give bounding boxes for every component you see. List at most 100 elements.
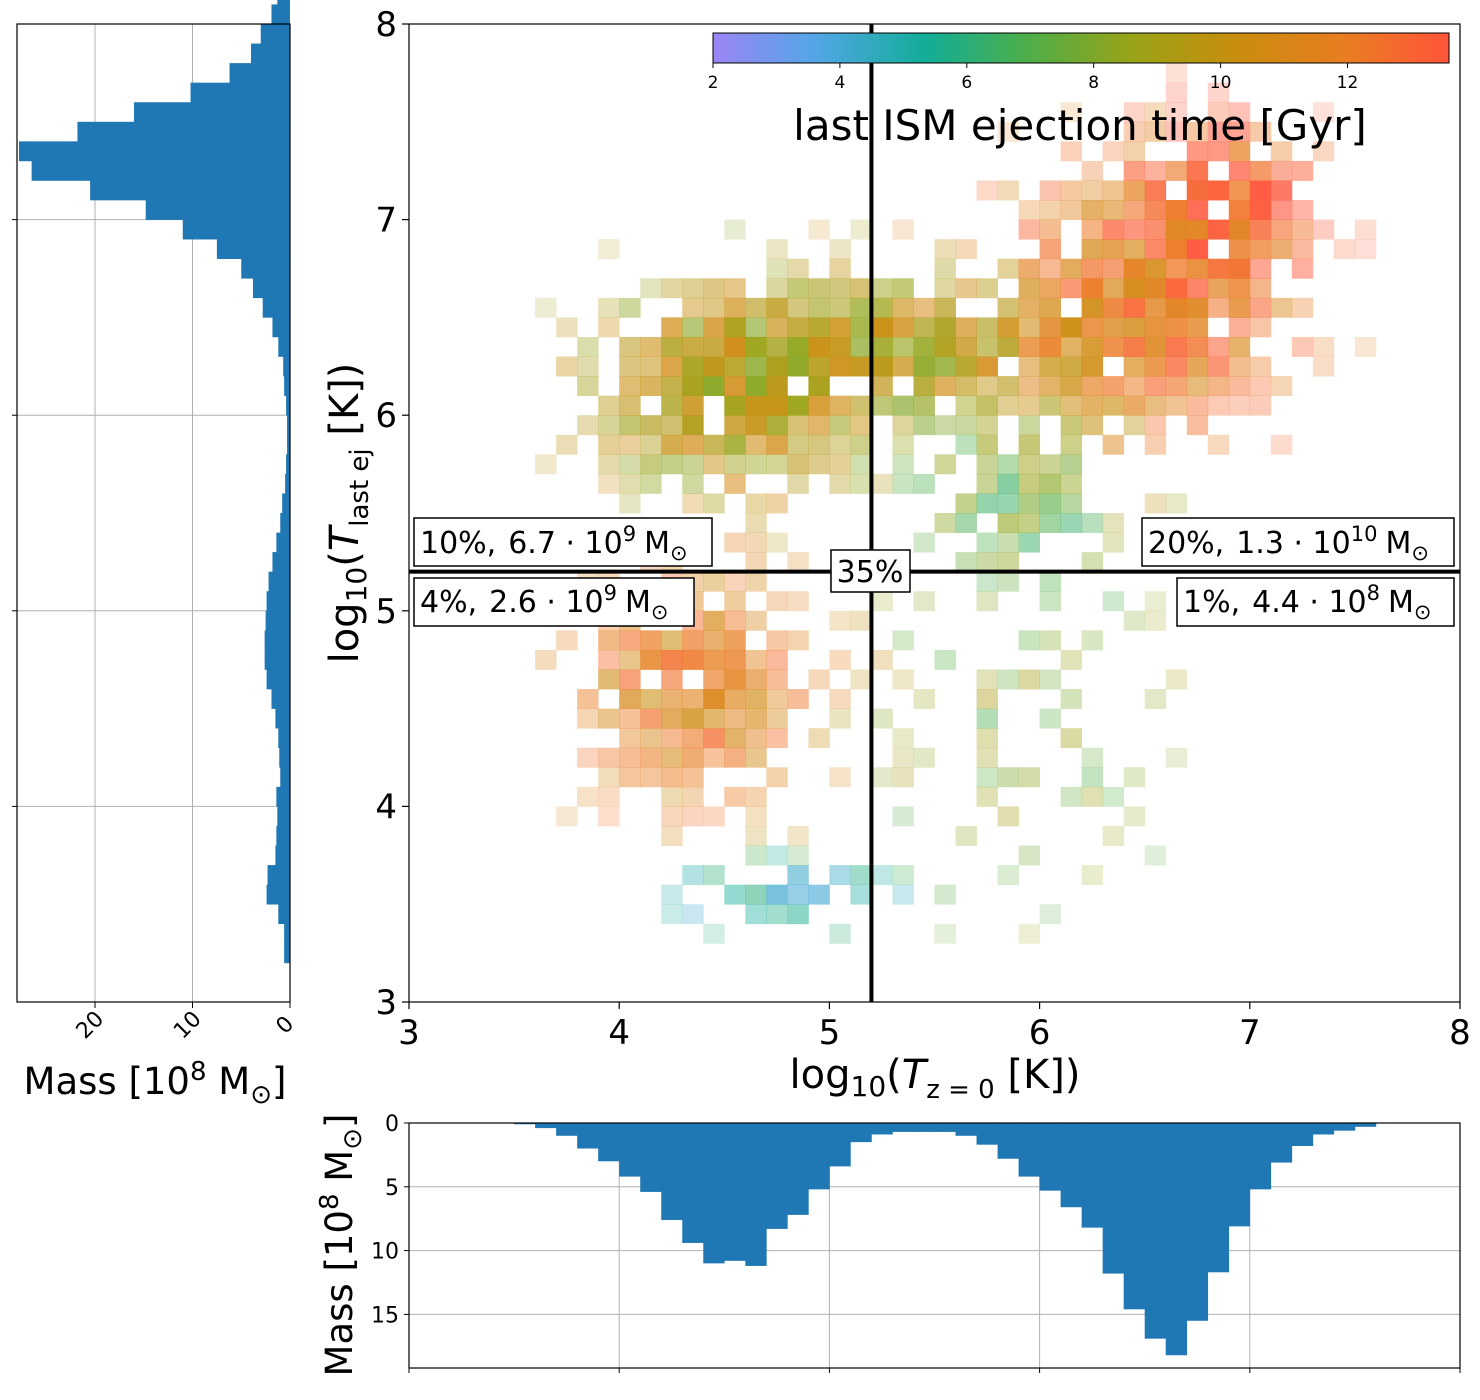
heatmap-cell: [1228, 278, 1251, 299]
heatmap-cell: [1354, 219, 1377, 240]
heatmap-cell: [1039, 376, 1062, 397]
heatmap-cell: [1018, 219, 1040, 240]
heatmap-cell: [871, 317, 893, 338]
heatmap-cell: [871, 649, 893, 670]
heatmap-cell: [1081, 278, 1104, 299]
heatmap-cell: [892, 865, 914, 886]
heatmap-cell: [766, 317, 788, 338]
heatmap-cell: [1186, 336, 1209, 357]
heatmap-cell: [976, 728, 998, 749]
heatmap-cell: [1249, 278, 1272, 299]
heatmap-cell: [556, 356, 578, 377]
heatmap-cell: [808, 336, 830, 357]
heatmap-cell: [745, 532, 767, 553]
heatmap-cell: [1249, 200, 1272, 220]
heatmap-cell: [1354, 336, 1377, 357]
heatmap-cell: [724, 708, 746, 729]
heatmap-cell: [724, 356, 746, 377]
heatmap-cell: [1228, 160, 1251, 181]
bottom-hist-bar: [829, 1123, 851, 1167]
heatmap-cell: [1060, 356, 1083, 377]
heatmap-cell: [892, 434, 914, 455]
heatmap-cell: [619, 689, 641, 709]
heatmap-cell: [850, 415, 872, 436]
heatmap-cell: [829, 297, 851, 318]
heatmap-cell: [829, 278, 851, 299]
quadrant-label-lower-left: 4%, 2.6 · 109 M⊙: [413, 577, 695, 627]
left-hist-bar: [266, 591, 290, 612]
heatmap-cell: [745, 336, 767, 357]
heatmap-cell: [1228, 376, 1251, 397]
heatmap-cell: [787, 258, 809, 279]
heatmap-cell: [1207, 336, 1230, 357]
heatmap-cell: [913, 376, 935, 397]
heatmap-cell: [892, 747, 914, 768]
heatmap-cell: [1039, 258, 1062, 279]
heatmap-cell: [1123, 297, 1146, 318]
heatmap-cell: [1123, 806, 1146, 827]
heatmap-cell: [850, 454, 872, 475]
heatmap-cell: [745, 571, 767, 592]
heatmap-cell: [997, 376, 1019, 397]
bottom-hist-ticks: 0 5 10 15: [371, 1112, 1461, 1373]
main-heatmap-panel: 3 4 5 6 7 8 3 4 5 6 7 8 2 4 6 8 10 12 last ISM ejection …: [322, 5, 1471, 1105]
heatmap-cell: [976, 356, 998, 377]
heatmap-cell: [1186, 415, 1209, 436]
heatmap-cell: [1144, 376, 1167, 397]
heatmap-cell: [745, 317, 767, 338]
heatmap-cell: [598, 630, 620, 651]
heatmap-cell: [1165, 297, 1188, 318]
bottom-hist-bar: [514, 1123, 536, 1125]
heatmap-cell: [661, 747, 683, 768]
heatmap-cell: [1060, 102, 1083, 123]
heatmap-cell: [955, 552, 977, 573]
heatmap-cell: [1165, 239, 1188, 260]
heatmap-cell: [703, 806, 725, 827]
left-hist-bar: [264, 630, 290, 651]
left-hist-bar: [262, 297, 290, 318]
heatmap-cell: [934, 513, 956, 533]
quadrant-text-upper-right: 20%, 1.3 · 1010 M⊙: [1148, 522, 1429, 565]
heatmap-cell: [871, 376, 893, 397]
heatmap-cell: [535, 454, 557, 475]
quadrant-label-lower-right: 1%, 4.4 · 108 M⊙: [1176, 577, 1455, 627]
heatmap-cell: [724, 747, 746, 768]
heatmap-cell: [1018, 278, 1040, 299]
heatmap-cell: [829, 689, 851, 709]
left-hist-bar: [286, 395, 290, 416]
heatmap-cell: [787, 317, 809, 338]
heatmap-cell: [703, 376, 725, 397]
bottom-hist-bar: [1123, 1123, 1145, 1310]
heatmap-cell: [1207, 297, 1230, 318]
heatmap-cell: [1060, 395, 1083, 416]
heatmap-cell: [766, 415, 788, 436]
heatmap-cell: [640, 728, 662, 749]
heatmap-cell: [724, 689, 746, 709]
left-hist-bars: [18, 0, 291, 964]
left-hist-bar: [265, 610, 291, 631]
heatmap-cell: [745, 728, 767, 749]
heatmap-cell: [1144, 102, 1167, 123]
heatmap-cell: [1018, 317, 1040, 338]
heatmap-cell: [1018, 513, 1040, 533]
heatmap-cell: [871, 473, 893, 494]
heatmap-cell: [976, 317, 998, 338]
heatmap-cell: [1165, 258, 1188, 279]
heatmap-cell: [1081, 356, 1104, 377]
heatmap-cell: [976, 473, 998, 494]
heatmap-cell: [850, 317, 872, 338]
heatmap-cell: [913, 415, 935, 436]
heatmap-cell: [766, 532, 788, 553]
heatmap-cell: [724, 317, 746, 338]
heatmap-cell: [1144, 317, 1167, 338]
heatmap-cell: [997, 121, 1019, 142]
left-hist-bar: [278, 904, 290, 925]
heatmap-cell: [976, 336, 998, 357]
heatmap-cell: [787, 825, 809, 846]
heatmap-cell: [1312, 356, 1335, 377]
bottom-hist-bar: [871, 1123, 893, 1135]
heatmap-cell: [619, 649, 641, 670]
heatmap-cell: [1228, 219, 1251, 240]
heatmap-cell: [997, 395, 1019, 416]
heatmap-cell: [745, 415, 767, 436]
